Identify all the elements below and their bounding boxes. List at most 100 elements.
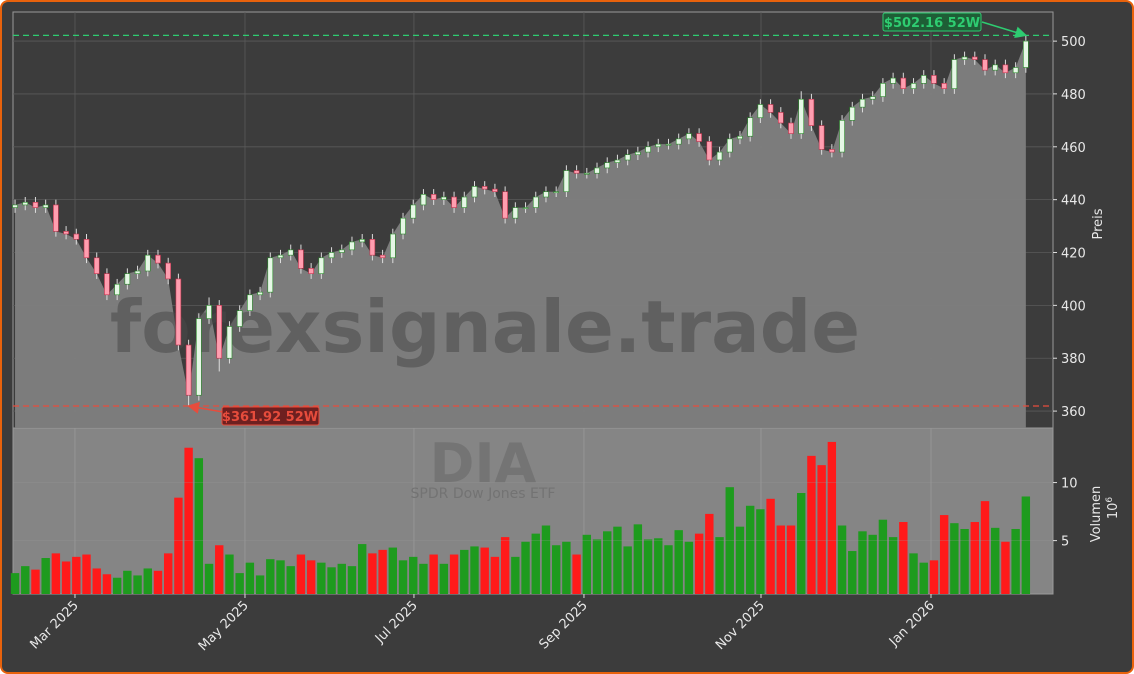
y2-multiplier: 106 <box>1105 497 1121 520</box>
volume-bar <box>603 531 612 594</box>
candle-body <box>992 64 999 71</box>
x-tick-label: Jan 2026 <box>886 598 938 650</box>
candle-body <box>1002 64 1009 74</box>
volume-bar <box>419 563 428 594</box>
candle-body <box>716 151 723 161</box>
y2-multiplier-exp: 6 <box>1105 497 1115 503</box>
candle-body <box>757 104 764 119</box>
volume-bar <box>10 573 20 594</box>
candle-body <box>83 238 90 259</box>
volume-bar <box>909 553 918 594</box>
volume-bar <box>500 537 510 594</box>
candle-body <box>1012 67 1019 74</box>
y-tick-label: 420 <box>1061 247 1086 262</box>
candle-body <box>931 75 937 84</box>
volume-bar <box>674 530 683 594</box>
candle-body <box>614 159 621 163</box>
candle-body <box>12 204 18 208</box>
candle-body <box>543 191 549 198</box>
candle-body <box>63 231 69 235</box>
candle-body <box>379 254 386 259</box>
volume-bar <box>286 566 295 594</box>
candle-body <box>869 96 876 100</box>
volume-bar <box>21 566 30 594</box>
y-tick-label: 400 <box>1061 299 1086 314</box>
volume-bar <box>102 574 112 594</box>
candle-body <box>859 98 866 108</box>
volume-bar <box>409 556 418 594</box>
volume-bar <box>306 560 316 594</box>
candle-body <box>93 257 100 274</box>
y-tick-label: 360 <box>1061 405 1086 420</box>
volume-bar <box>837 525 847 594</box>
candle-body <box>430 194 437 200</box>
candle-body <box>971 56 978 60</box>
candle-body <box>359 238 365 243</box>
candle-body <box>645 146 651 153</box>
candle-body <box>461 196 468 208</box>
candle-body <box>522 207 529 209</box>
candle-body <box>624 154 631 161</box>
volume-bar <box>398 560 408 594</box>
candle-body <box>308 268 314 274</box>
volume-bar <box>582 534 592 594</box>
volume-bar <box>245 562 255 594</box>
volume-bar <box>878 519 888 594</box>
volume-bar <box>123 570 132 594</box>
candle-body <box>165 262 171 280</box>
candle-body <box>808 98 815 126</box>
candle-body <box>481 186 488 190</box>
volume-bar <box>786 525 796 594</box>
volume-bar <box>725 487 734 594</box>
candle-body <box>298 249 304 269</box>
candle-body <box>175 278 182 346</box>
candle-body <box>512 207 519 219</box>
y2-tick-label: 10 <box>1061 477 1078 492</box>
candle-body <box>655 143 662 148</box>
volume-bar <box>460 549 469 594</box>
volume-bar <box>225 554 234 594</box>
symbol-name: SPDR Dow Jones ETF <box>411 486 556 502</box>
volume-bar <box>204 563 214 594</box>
volume-bar <box>92 568 101 594</box>
candle-body <box>961 56 968 60</box>
volume-bar <box>368 553 377 594</box>
symbol-watermark: DIA <box>430 432 537 495</box>
candle-body <box>185 344 192 396</box>
candle-body <box>369 238 376 256</box>
volume-bar <box>276 560 285 594</box>
y-tick-label: 480 <box>1061 88 1086 103</box>
volume-bar <box>255 575 265 594</box>
watermark: forexsignale.trade <box>110 285 860 369</box>
candle-body <box>686 133 692 140</box>
volume-bar <box>215 545 224 594</box>
candle-body <box>747 117 753 137</box>
volume-bar <box>756 509 765 594</box>
candle-body <box>635 151 641 156</box>
volume-bar <box>960 528 969 594</box>
volume-bar <box>919 562 928 594</box>
candle-body <box>880 83 886 97</box>
volume-bar <box>378 549 387 594</box>
volume-bar <box>235 573 244 594</box>
y2-axis-label: Volumen <box>1089 486 1104 543</box>
candle-body <box>941 83 947 89</box>
candle-body <box>910 83 917 89</box>
candle-body <box>798 98 805 134</box>
volume-bar <box>939 515 949 594</box>
candle-body <box>553 191 559 194</box>
candle-body <box>737 135 743 140</box>
volume-bar <box>194 458 204 594</box>
volume-bar <box>745 505 755 594</box>
candle-body <box>349 241 355 251</box>
y-tick-label: 380 <box>1061 352 1086 367</box>
volume-bar <box>633 524 643 594</box>
volume-bar <box>347 566 357 594</box>
volume-bar <box>950 523 959 594</box>
volume-bar <box>1001 541 1010 594</box>
volume-bar <box>899 522 908 594</box>
candle-body <box>920 75 927 84</box>
volume-bar <box>715 537 724 594</box>
candle-body <box>594 167 600 174</box>
